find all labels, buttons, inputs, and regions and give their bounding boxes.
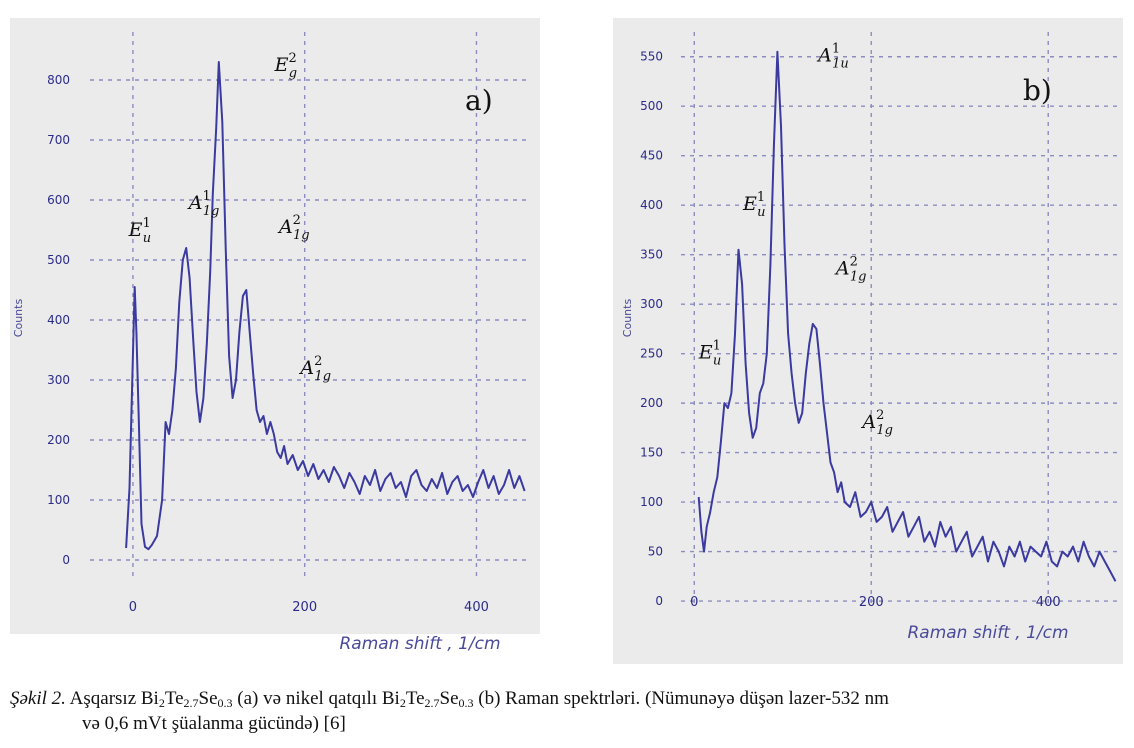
caption-text: Se (198, 688, 218, 709)
y-axis-label: Counts (621, 299, 634, 338)
panel-label: a) (465, 84, 493, 117)
y-tick-label: 200 (47, 433, 70, 447)
x-tick-label: 400 (464, 600, 489, 615)
x-tick-label: 200 (859, 595, 884, 610)
caption-text: Te (405, 688, 425, 709)
peak-annotation: E2 g (274, 51, 297, 81)
svg-text:E1u: E1 u (698, 339, 722, 369)
y-tick-label: 800 (47, 73, 70, 87)
peak-annotation: E1 u (698, 339, 722, 369)
svg-text:E1u: E1 u (128, 216, 152, 246)
chart-panel-a: 0 100 200 300 400 500 600 700 800 0 200 400 Raman sh… (10, 18, 540, 654)
caption-sub: 2 (399, 696, 406, 710)
y-tick-label: 600 (47, 193, 70, 207)
x-axis-label: Raman shift , 1/cm (339, 634, 500, 654)
y-tick-label: 0 (62, 553, 70, 567)
caption-text: (b) Raman spektrləri. (Nümunəyə düşən la… (473, 688, 889, 709)
raman-spectrum-chart-b: 0 50 100 150 200 250 300 350 400 450 500 550 0 200 400… (621, 32, 1119, 643)
caption-line-2: və 0,6 mVt şüalanma gücündə) [6] (82, 713, 346, 734)
peak-annotation: A2 1g (834, 254, 867, 284)
x-tick-label: 200 (292, 600, 317, 615)
caption-text: (a) və nikel qatqılı Bi (232, 688, 400, 709)
y-tick-label: 400 (47, 313, 70, 327)
caption-line-1: Şəkil 2. Aşqarsız Bi2Te2.7Se0.3 (a) və n… (10, 686, 1130, 711)
peak-annotation: A2 1g (277, 213, 310, 243)
caption-text: Aşqarsız Bi (65, 688, 159, 709)
y-tick-label: 100 (47, 493, 70, 507)
spectrum-line (125, 61, 526, 551)
caption-lead: Şəkil 2. (10, 688, 66, 709)
peak-annotation: A1 1u (816, 42, 849, 72)
peak-annotation: E1 u (128, 216, 152, 246)
x-tick-label: 0 (129, 600, 137, 615)
x-tick-label: 400 (1036, 595, 1061, 610)
grid (90, 32, 528, 578)
y-tick-label: 400 (640, 198, 663, 212)
spectrum-line (697, 50, 1117, 582)
grid (681, 32, 1119, 606)
raman-spectrum-chart-a: 0 100 200 300 400 500 600 700 800 0 200 400 Raman sh… (12, 32, 528, 654)
panel-label: b) (1023, 74, 1052, 107)
y-tick-label: 50 (648, 545, 663, 559)
svg-text:E1u: E1 u (742, 190, 766, 220)
caption-sub: 0.3 (217, 696, 233, 710)
caption-text: Se (439, 688, 459, 709)
chart-panel-b: 0 50 100 150 200 250 300 350 400 450 500 550 0 200 400… (613, 18, 1123, 664)
x-tick-label: 0 (690, 595, 698, 610)
peak-annotation: E1 u (742, 190, 766, 220)
y-tick-label: 200 (640, 396, 663, 410)
y-tick-label: 300 (47, 373, 70, 387)
peak-annotation: A2 1g (860, 408, 893, 438)
svg-text:E2g: E2 g (274, 51, 297, 81)
y-tick-label: 100 (640, 495, 663, 509)
y-tick-label: 500 (47, 253, 70, 267)
peak-annotation: A2 1g (298, 354, 331, 384)
y-tick-label: 700 (47, 133, 70, 147)
caption-sub: 0.3 (458, 696, 474, 710)
y-tick-label: 550 (640, 50, 663, 64)
figure-caption: Şəkil 2. Aşqarsız Bi2Te2.7Se0.3 (a) və n… (10, 686, 1130, 736)
y-tick-label: 450 (640, 149, 663, 163)
caption-sub: 2 (158, 696, 165, 710)
y-tick-label: 500 (640, 99, 663, 113)
y-tick-label: 350 (640, 248, 663, 262)
y-tick-label: 150 (640, 446, 663, 460)
caption-sub: 2.7 (424, 696, 440, 710)
y-tick-label: 250 (640, 347, 663, 361)
y-tick-label: 300 (640, 297, 663, 311)
caption-text: Te (164, 688, 184, 709)
y-tick-label: 0 (655, 594, 663, 608)
caption-sub: 2.7 (183, 696, 199, 710)
x-axis-label: Raman shift , 1/cm (907, 623, 1068, 643)
peak-annotation: A1 1g (187, 189, 220, 219)
y-axis-label: Counts (12, 299, 25, 338)
